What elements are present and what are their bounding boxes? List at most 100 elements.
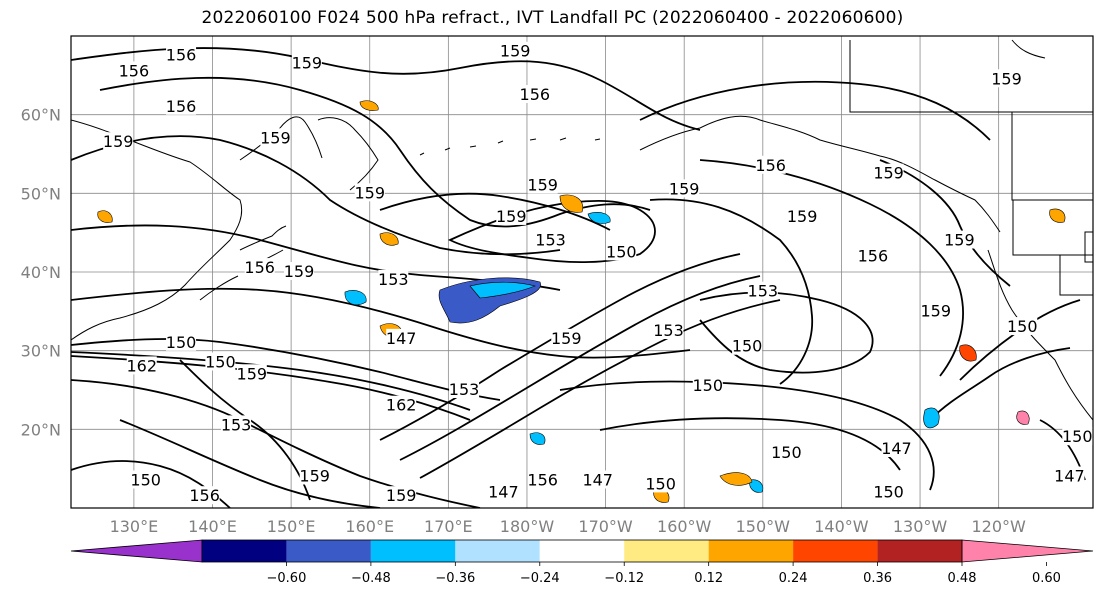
latitude-tick-label: 30°N [21,342,61,361]
contour-label: 159 [527,175,558,194]
colorbar-tick-label: −0.24 [520,571,560,586]
contour-label-background [732,336,763,355]
contour-label: 162 [126,356,157,375]
contour-label-background [299,466,330,485]
colorbar-segment [370,540,456,562]
contour-label: 150 [166,333,197,352]
contour-label: 156 [119,61,150,80]
contour-label: 159 [920,301,951,320]
colorbar-tick-label: 0.36 [863,571,892,586]
latitude-tick-label: 50°N [21,184,61,203]
contour-label-background [221,415,252,434]
longitude-ticks: 130°E 140°E 150°E 160°E 170°E 180°W 170°W 160°W… [110,517,1026,536]
contour-label: 150 [130,470,161,489]
longitude-tick-label: 160°W [657,517,712,536]
contour-label: 159 [260,128,291,147]
contour-label-background [669,179,700,198]
contour-label: 150 [205,352,236,371]
contour-label-background [1062,427,1093,446]
colorbar: −0.60 −0.48 −0.36 −0.24 −0.12 0.12 0.24 0.36 0.4… [70,539,1094,586]
contour-label: 156 [755,156,786,175]
map-title: 2022060100 F024 500 hPa refract., IVT La… [201,8,904,28]
contour-label-background [205,352,236,371]
colorbar-extend-high [961,539,1094,563]
contour-label-background [126,356,157,375]
contour-label-background [130,470,161,489]
contour-label: 159 [496,207,527,226]
contour-label: 159 [103,132,134,151]
contour-label-background [244,258,275,277]
contour-label: 159 [386,486,417,505]
contour-label: 156 [520,85,551,104]
colorbar-segment [202,540,287,562]
contour-label: 159 [991,69,1022,88]
contour-label: 159 [787,207,818,226]
contour-label-background [519,85,550,103]
contour-label: 150 [1007,317,1038,336]
contour-label: 153 [653,321,684,340]
contour-label-background [118,61,149,80]
contour-label: 159 [292,54,323,73]
contour-label-background [692,376,723,395]
contour-label-background [500,41,531,60]
contour-label-background [606,242,637,261]
contour-label-background [291,53,322,72]
contour-label: 156 [166,46,197,65]
colorbar-segment [624,540,709,562]
contour-label-background [386,395,417,414]
map-frame [70,35,1094,509]
contour-label-background [527,470,558,489]
contour-label-background [378,269,409,288]
colorbar-segment [539,540,625,562]
longitude-tick-label: 170°W [578,517,633,536]
contour-label-background [166,332,197,351]
longitude-tick-label: 120°W [971,517,1026,536]
contour-label: 153 [535,231,566,250]
contour-label-background [653,321,684,339]
contour-label-background [166,96,197,115]
colorbar-segment [877,540,962,562]
contour-label-background [755,155,786,174]
colorbar-tick-label: 0.24 [779,571,808,586]
contour-label-background [582,470,613,489]
contour-label: 150 [645,474,676,493]
contour-label-background [260,128,291,147]
colorbar-segment [708,540,794,562]
contour-label: 159 [237,364,268,383]
contour-label: 159 [944,231,975,250]
longitude-tick-label: 150°W [736,517,791,536]
contour-label: 159 [284,262,315,281]
contour-label: 147 [881,439,912,458]
colorbar-tick-label: 0.12 [694,571,723,586]
contour-label: 159 [500,42,531,61]
latitude-ticks: 20°N 30°N 40°N 50°N 60°N [21,106,61,440]
contour-label: 150 [771,443,802,462]
contour-label: 147 [1054,467,1085,486]
contour-label: 150 [732,337,763,356]
colorbar-tick-label: 0.60 [1032,571,1061,586]
contour-label: 156 [189,486,220,505]
contour-label: 156 [244,258,275,277]
contour-label: 153 [748,282,779,301]
contour-label-background [873,482,904,501]
contour-label-background [535,230,566,249]
colorbar-tick-label: −0.48 [351,571,391,586]
longitude-tick-label: 160°E [345,517,394,536]
colorbar-segment [455,540,540,562]
contour-label-background [551,328,582,347]
contour-label-background [1007,317,1038,336]
colorbar-extend-low [70,539,203,563]
contour-label: 156 [166,97,197,116]
graticule [71,36,1093,508]
longitude-tick-label: 180°W [500,517,555,536]
longitude-tick-label: 130°E [110,517,159,536]
longitude-tick-label: 140°E [188,517,237,536]
contour-label: 153 [221,415,252,434]
contour-label: 156 [858,246,889,265]
contour-label: 159 [873,164,904,183]
contour-label-background [496,206,527,225]
contour-label: 147 [386,329,417,348]
longitude-tick-label: 150°E [267,517,316,536]
